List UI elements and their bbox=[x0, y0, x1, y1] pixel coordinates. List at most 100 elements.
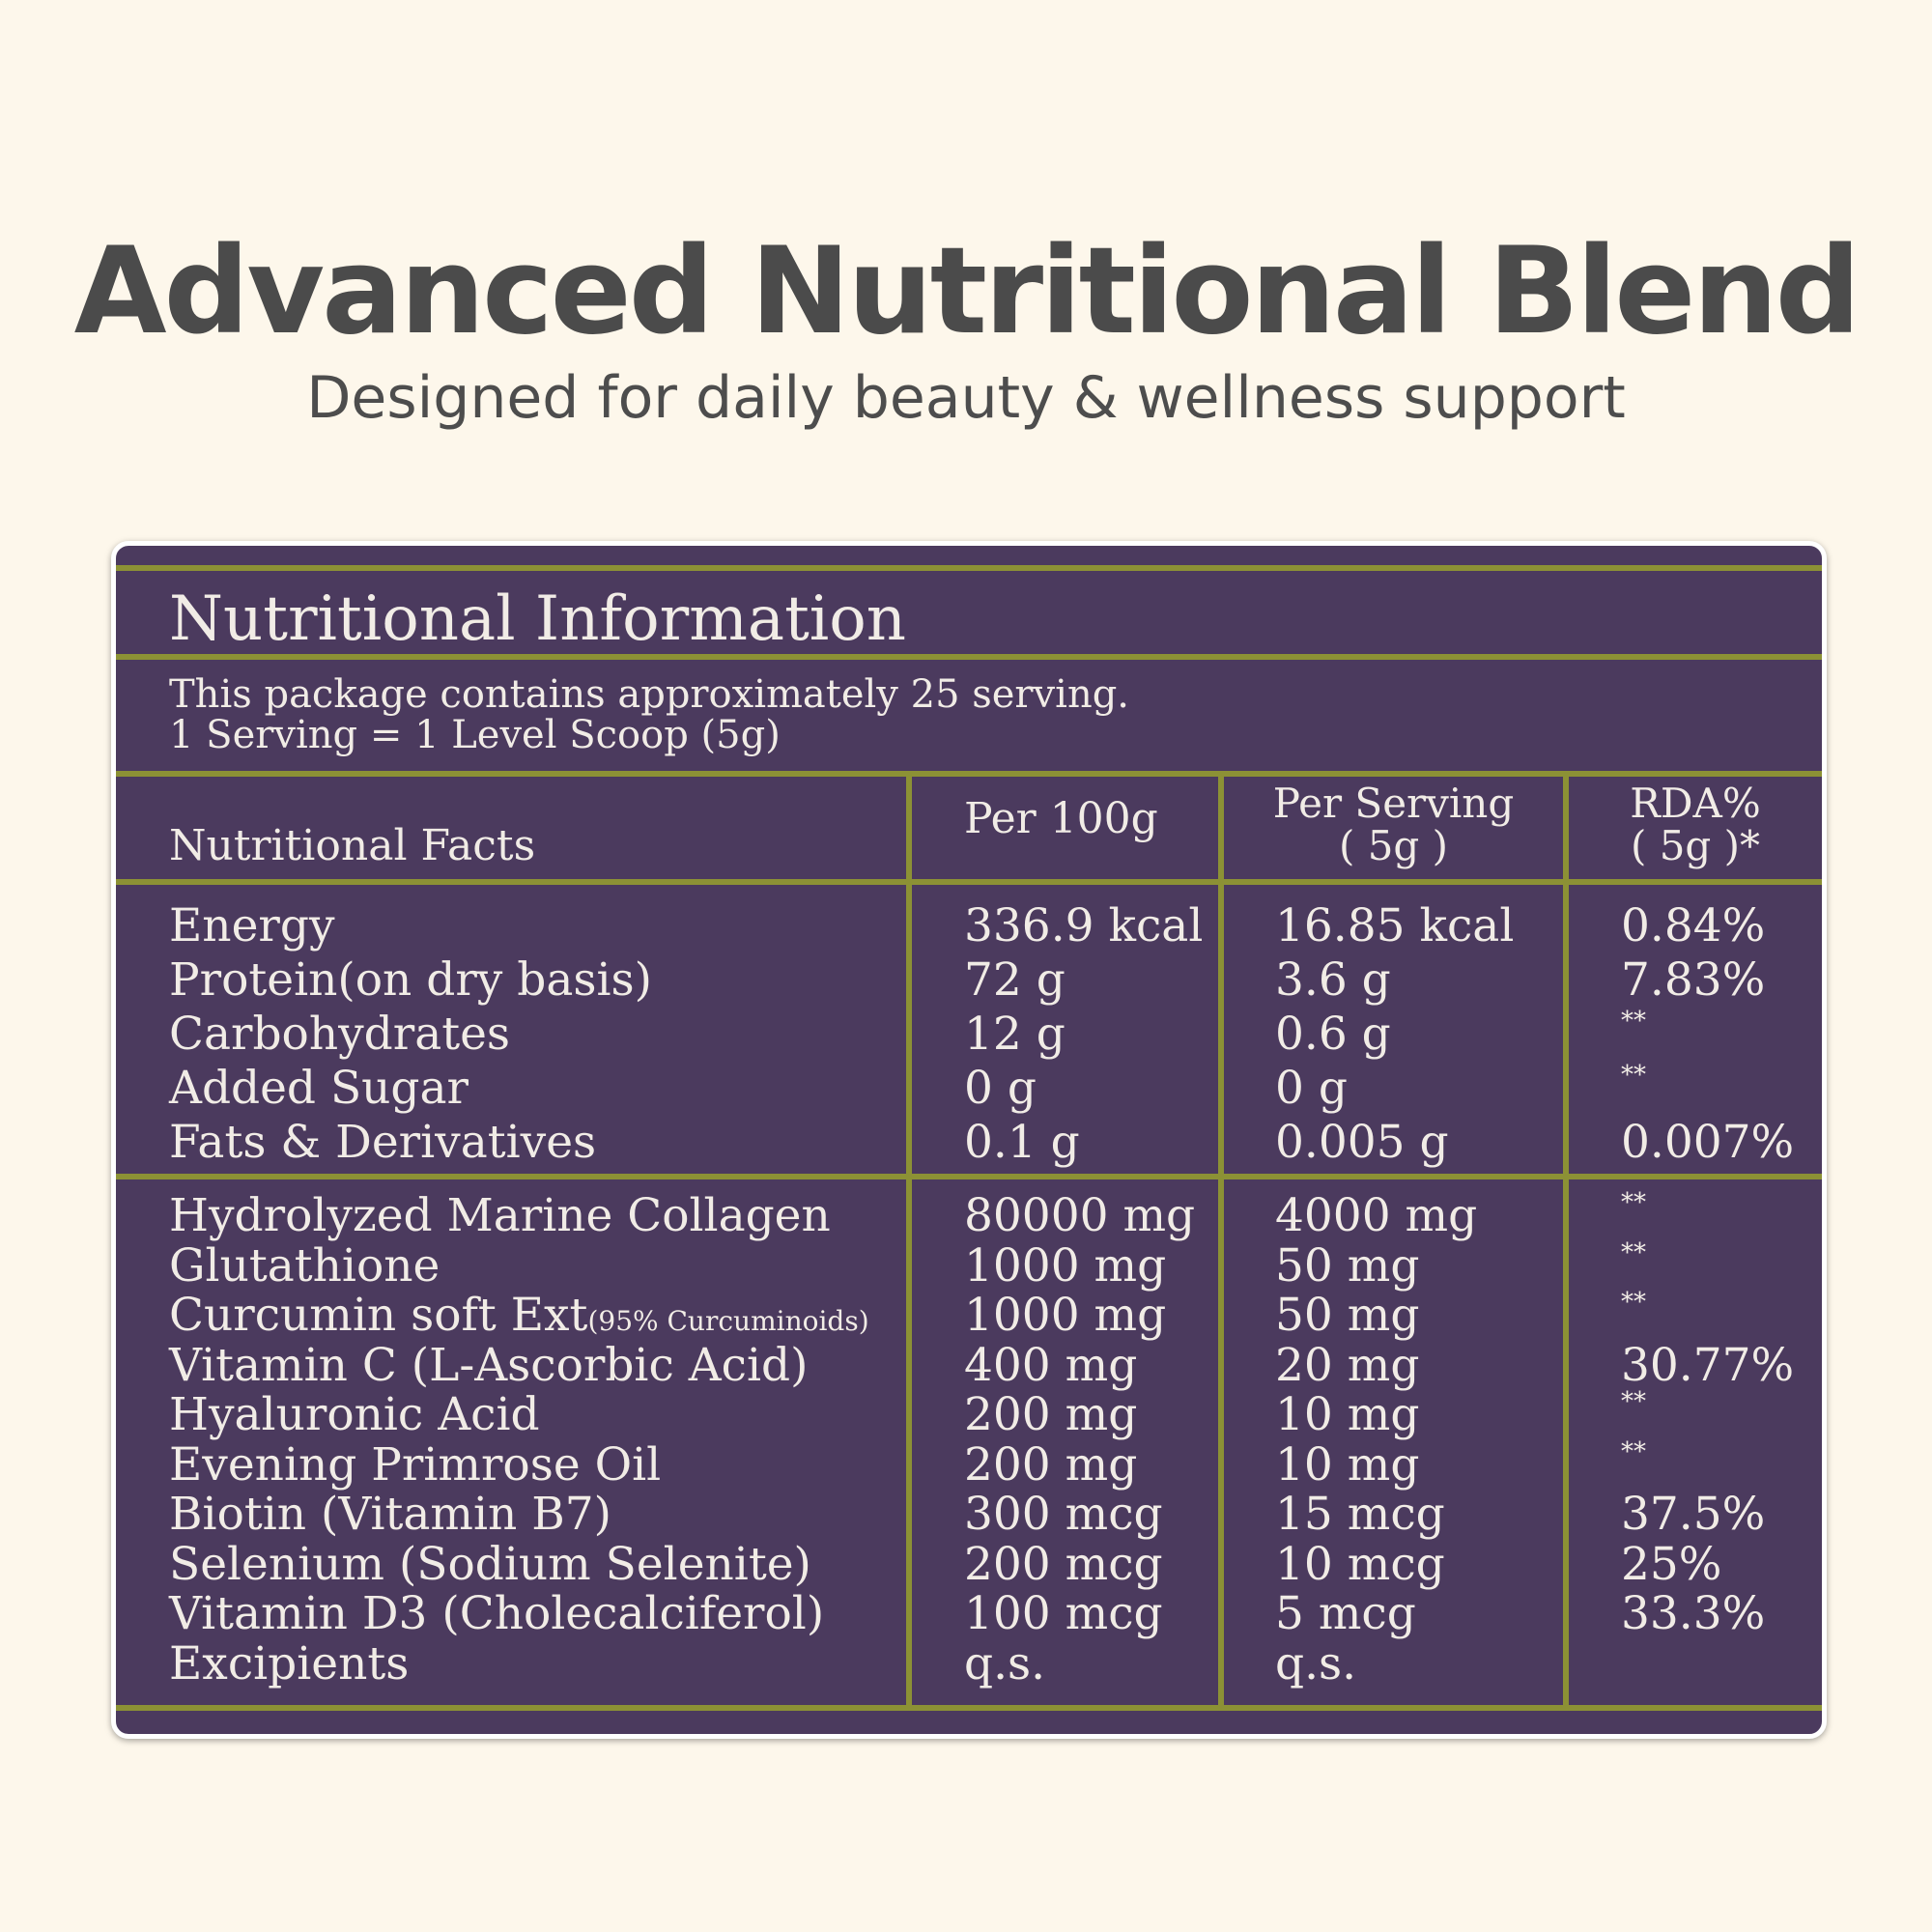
nutrient-serving: 20 mg bbox=[1275, 1338, 1420, 1392]
nutrient-per100-text: 72 g bbox=[964, 953, 1065, 1007]
nutrient-rda-text: ** bbox=[1621, 1436, 1646, 1466]
divider bbox=[116, 771, 1822, 777]
nutrient-rda-text: 37.5% bbox=[1621, 1488, 1766, 1541]
nutrient-name: Fats & Derivatives bbox=[169, 1117, 596, 1169]
nutrient-rda-text: ** bbox=[1621, 1061, 1646, 1090]
nutrient-rda: 7.83% bbox=[1621, 954, 1765, 1007]
nutrient-per100: 1000 mg bbox=[964, 1290, 1166, 1342]
page-subtitle: Designed for daily beauty & wellness sup… bbox=[306, 364, 1626, 432]
nutrient-rda: 33.3% bbox=[1621, 1588, 1765, 1640]
nutrient-per100-text: 0 g bbox=[964, 1062, 1037, 1115]
nutrient-per100-text: 100 mcg bbox=[964, 1587, 1163, 1640]
divider bbox=[116, 654, 1822, 660]
nutrient-serving: 0 g bbox=[1275, 1063, 1348, 1115]
nutrient-rda-text: 30.77% bbox=[1621, 1338, 1795, 1392]
nutrient-serving: 5 mcg bbox=[1275, 1588, 1416, 1640]
column-header-serving-line2: ( 5g ) bbox=[1338, 822, 1449, 869]
column-divider bbox=[906, 771, 912, 1711]
nutrient-serving: 10 mg bbox=[1275, 1437, 1420, 1492]
nutrient-serving-text: 50 mg bbox=[1275, 1238, 1420, 1293]
nutrition-panel: Nutritional Information This package con… bbox=[111, 541, 1827, 1739]
servings-note: This package contains approximately 25 s… bbox=[169, 672, 1130, 717]
nutrient-per100: q.s. bbox=[964, 1637, 1045, 1690]
nutrient-serving-text: 0 g bbox=[1275, 1062, 1348, 1115]
nutrient-rda-text: 0.84% bbox=[1621, 899, 1766, 952]
nutrient-name: Added Sugar bbox=[169, 1063, 469, 1115]
nutrient-name-text: Added Sugar bbox=[169, 1062, 469, 1115]
nutrient-name: Hyaluronic Acid bbox=[169, 1389, 540, 1441]
nutrient-per100-text: 300 mcg bbox=[964, 1488, 1163, 1541]
divider bbox=[116, 879, 1822, 885]
column-header-facts: Nutritional Facts bbox=[169, 821, 536, 870]
nutrient-per100: 80000 mg bbox=[964, 1190, 1195, 1242]
nutrient-serving: 16.85 kcal bbox=[1275, 900, 1514, 952]
nutrient-per100: 12 g bbox=[964, 1009, 1065, 1061]
nutrient-rda-text: ** bbox=[1621, 1288, 1646, 1317]
column-divider bbox=[1218, 771, 1224, 1711]
nutrient-rda-text: 0.007% bbox=[1621, 1116, 1795, 1169]
nutrient-serving: 50 mg bbox=[1275, 1290, 1419, 1342]
nutrient-serving-text: 20 mg bbox=[1275, 1338, 1420, 1392]
nutrient-rda: 37.5% bbox=[1621, 1489, 1765, 1541]
nutrient-name: Energy bbox=[169, 900, 335, 952]
nutrient-name: Curcumin soft Ext(95% Curcuminoids) bbox=[169, 1290, 869, 1348]
nutrient-name-text: Curcumin soft Ext bbox=[169, 1289, 588, 1342]
nutrient-name: Vitamin C (L-Ascorbic Acid) bbox=[169, 1339, 808, 1392]
divider bbox=[116, 1174, 1822, 1179]
nutrient-serving: 0.005 g bbox=[1275, 1117, 1449, 1169]
column-header-serving-line1: Per Serving bbox=[1272, 780, 1515, 827]
panel-title: Nutritional Information bbox=[169, 583, 906, 655]
nutrient-rda: ** bbox=[1621, 1177, 1646, 1229]
nutrient-rda: 0.84% bbox=[1621, 900, 1765, 952]
nutrient-per100: 400 mg bbox=[964, 1338, 1138, 1392]
nutrient-serving: 15 mcg bbox=[1275, 1489, 1445, 1541]
nutrient-serving-text: 10 mg bbox=[1275, 1437, 1420, 1492]
nutrient-name: Glutathione bbox=[169, 1238, 440, 1293]
nutrient-serving-text: q.s. bbox=[1275, 1636, 1357, 1690]
nutrient-rda-text: 7.83% bbox=[1621, 953, 1766, 1007]
column-header-rda-line2: ( 5g )* bbox=[1630, 822, 1761, 869]
nutrient-name-text: Selenium (Sodium Selenite) bbox=[169, 1537, 811, 1591]
nutrient-rda: ** bbox=[1621, 995, 1646, 1047]
nutrient-per100-text: 400 mg bbox=[964, 1338, 1138, 1392]
nutrient-serving: 50 mg bbox=[1275, 1238, 1420, 1293]
nutrient-name-text: Glutathione bbox=[169, 1238, 440, 1293]
nutrient-serving-text: 0.005 g bbox=[1275, 1116, 1449, 1169]
nutrient-rda: ** bbox=[1621, 1227, 1646, 1279]
nutrient-serving-text: 15 mcg bbox=[1275, 1488, 1445, 1541]
nutrient-name: Biotin (Vitamin B7) bbox=[169, 1489, 611, 1541]
nutrient-per100: 200 mg bbox=[964, 1438, 1137, 1492]
nutrient-serving: 3.6 g bbox=[1275, 954, 1391, 1007]
nutrient-name-text: Fats & Derivatives bbox=[169, 1116, 597, 1169]
nutrient-per100: 200 mg bbox=[964, 1389, 1137, 1441]
nutrient-name: Hydrolyzed Marine Collagen bbox=[169, 1190, 831, 1242]
nutrient-serving-text: 10 mcg bbox=[1275, 1537, 1445, 1591]
nutrient-per100-text: 200 mg bbox=[964, 1388, 1138, 1441]
nutrient-name-text: Excipients bbox=[169, 1636, 410, 1690]
nutrient-name: Evening Primrose Oil bbox=[169, 1438, 661, 1492]
nutrient-name-text: Energy bbox=[169, 899, 335, 952]
nutrient-per100: 0.1 g bbox=[964, 1117, 1080, 1169]
nutrient-name-text: Biotin (Vitamin B7) bbox=[169, 1488, 611, 1541]
nutrient-name-text: Hyaluronic Acid bbox=[169, 1388, 540, 1441]
nutrient-name: Vitamin D3 (Cholecalciferol) bbox=[169, 1588, 824, 1640]
nutrient-rda: 30.77% bbox=[1621, 1338, 1795, 1392]
nutrient-serving-text: 0.6 g bbox=[1275, 1008, 1391, 1061]
nutrient-per100: 0 g bbox=[964, 1063, 1037, 1115]
nutrient-per100-text: 12 g bbox=[964, 1008, 1065, 1061]
nutrient-note: (95% Curcuminoids) bbox=[587, 1305, 869, 1337]
nutrient-name: Selenium (Sodium Selenite) bbox=[169, 1537, 811, 1591]
nutrient-serving-text: 5 mcg bbox=[1275, 1587, 1416, 1640]
nutrient-rda-text: ** bbox=[1621, 1188, 1646, 1217]
nutrient-serving: q.s. bbox=[1275, 1636, 1357, 1690]
nutrient-rda: 0.007% bbox=[1621, 1117, 1794, 1169]
nutrient-rda-text: 25% bbox=[1621, 1537, 1722, 1591]
nutrient-name: Protein(on dry basis) bbox=[169, 954, 652, 1007]
nutrient-per100: 200 mcg bbox=[964, 1538, 1163, 1591]
column-header-serving: Per Serving ( 5g ) bbox=[1224, 782, 1563, 867]
nutrient-name: Excipients bbox=[169, 1636, 410, 1690]
nutrient-per100: 100 mcg bbox=[964, 1588, 1163, 1640]
nutrient-name-text: Hydrolyzed Marine Collagen bbox=[169, 1189, 831, 1242]
nutrient-serving: 10 mg bbox=[1275, 1389, 1419, 1441]
nutrient-name-text: Vitamin D3 (Cholecalciferol) bbox=[169, 1587, 825, 1640]
